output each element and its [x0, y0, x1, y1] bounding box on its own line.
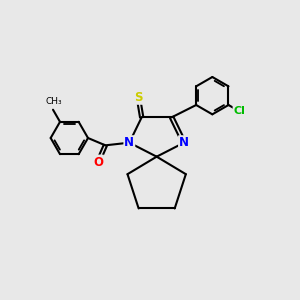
Text: O: O — [93, 155, 103, 169]
Text: S: S — [134, 91, 142, 104]
Text: N: N — [124, 136, 134, 149]
Text: N: N — [179, 136, 189, 149]
Text: CH₃: CH₃ — [45, 97, 62, 106]
Text: Cl: Cl — [233, 106, 245, 116]
